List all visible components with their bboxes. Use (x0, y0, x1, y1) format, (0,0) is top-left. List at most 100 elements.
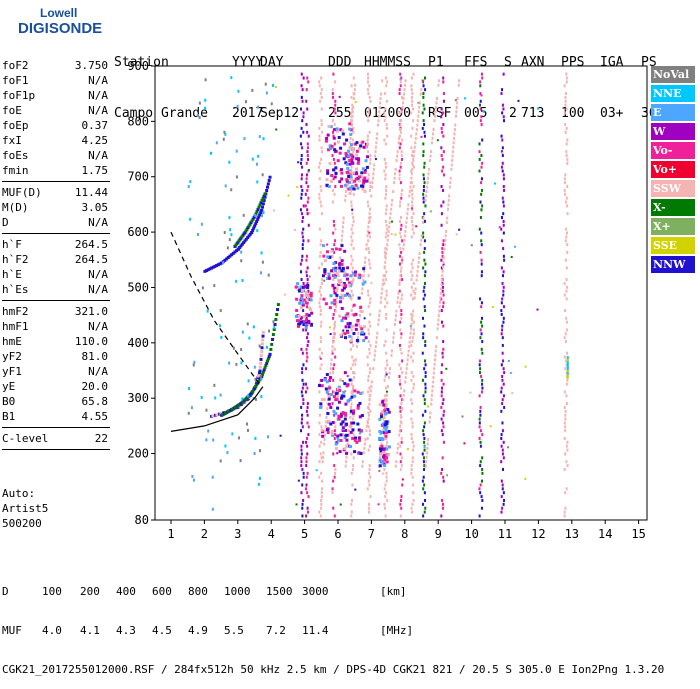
echo-pixel (413, 145, 416, 149)
param-value: N/A (88, 149, 108, 162)
echo-pixel (306, 212, 309, 216)
echo-pixel (319, 92, 322, 96)
echo-pixel (334, 166, 338, 170)
echo-pixel (384, 260, 387, 264)
echo-pixel (384, 254, 387, 258)
echo-pixel (368, 188, 371, 192)
echo-pixel (385, 312, 388, 316)
echo-pixel (374, 158, 377, 161)
param-value: 65.8 (81, 395, 109, 408)
echo-pixel (441, 363, 444, 367)
echo-pixel (400, 316, 403, 320)
echo-pixel (404, 229, 407, 233)
echo-pixel (305, 483, 308, 487)
echo-pixel (384, 212, 387, 216)
echo-pixel (479, 107, 482, 111)
echo-pixel (325, 136, 329, 140)
echo-pixel (302, 315, 306, 319)
echo-pixel (400, 216, 403, 220)
echo-pixel (319, 402, 323, 406)
echo-pixel (381, 400, 385, 404)
echo-pixel (323, 279, 326, 282)
echo-pixel (501, 378, 504, 382)
echo-pixel (305, 456, 308, 460)
param-name: B0 (2, 395, 16, 408)
echo-pixel (226, 451, 229, 455)
muf-value: 4.0 (42, 624, 62, 637)
echo-pixel (338, 266, 342, 270)
echo-pixel (345, 438, 349, 442)
echo-pixel (338, 95, 341, 98)
legend-entry: X+ (651, 218, 695, 235)
param-name: C-level (2, 432, 49, 445)
echo-pixel (392, 190, 395, 194)
echo-pixel (565, 460, 568, 464)
trace-point (246, 236, 250, 240)
echo-pixel (401, 188, 404, 192)
echo-pixel (500, 332, 503, 336)
echo-pixel (320, 157, 323, 161)
echo-pixel (338, 269, 341, 273)
echo-pixel (337, 278, 340, 282)
echo-pixel (361, 167, 365, 171)
echo-pixel (498, 226, 501, 229)
echo-pixel (398, 283, 401, 287)
echo-pixel (230, 188, 233, 192)
echo-pixel (383, 250, 386, 254)
echo-pixel (566, 157, 569, 161)
echo-pixel (423, 130, 426, 134)
echo-pixel (386, 301, 389, 305)
echo-pixel (325, 380, 329, 384)
echo-pixel (327, 397, 331, 401)
logo-digisonde-text: DIGISONDE (18, 20, 103, 37)
echo-pixel (373, 358, 376, 362)
echo-pixel (339, 422, 343, 426)
echo-pixel (343, 371, 347, 375)
echo-pixel (339, 433, 343, 437)
muf-label: MUF (2, 624, 22, 637)
echo-pixel (394, 172, 397, 176)
echo-pixel (328, 306, 332, 310)
echo-pixel (563, 405, 566, 409)
echo-pixel (358, 322, 361, 326)
echo-pixel (450, 167, 453, 171)
echo-pixel (344, 464, 347, 468)
echo-pixel (307, 80, 310, 84)
echo-pixel (375, 136, 378, 140)
echo-pixel (381, 451, 385, 455)
echo-pixel (424, 343, 427, 347)
muf-value: 4.5 (152, 624, 172, 637)
echo-pixel (300, 142, 303, 146)
param-value: N/A (88, 268, 108, 281)
echo-pixel (423, 285, 426, 289)
x-tick-label: 9 (435, 527, 442, 541)
param-row: foF1p N/A (2, 88, 110, 103)
echo-pixel (412, 374, 415, 378)
trace-point (257, 205, 261, 209)
echo-pixel (327, 276, 331, 280)
echo-pixel (398, 146, 401, 150)
echo-pixel (441, 506, 444, 510)
echo-pixel (332, 130, 335, 134)
echo-pixel (360, 414, 364, 418)
echo-pixel (368, 398, 371, 402)
echo-pixel (335, 305, 338, 309)
echo-pixel (318, 254, 321, 258)
echo-pixel (345, 273, 349, 277)
echo-pixel (300, 347, 303, 351)
echo-pixel (423, 436, 426, 440)
echo-pixel (404, 380, 407, 384)
echo-pixel (301, 386, 304, 390)
echo-pixel (440, 405, 443, 409)
echo-pixel (367, 411, 370, 415)
echo-pixel (412, 382, 415, 386)
echo-pixel (404, 225, 407, 229)
echo-pixel (441, 386, 444, 390)
echo-pixel (429, 411, 432, 415)
echo-pixel (362, 181, 366, 185)
echo-pixel (418, 105, 421, 109)
echo-pixel (398, 88, 401, 92)
echo-pixel (318, 347, 321, 351)
echo-pixel (189, 217, 192, 221)
echo-pixel (410, 436, 413, 440)
